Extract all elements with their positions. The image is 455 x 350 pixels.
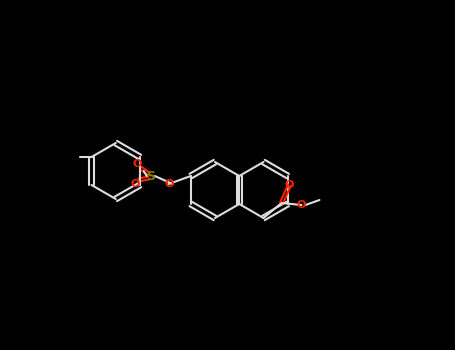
Text: O: O bbox=[297, 200, 306, 210]
Text: O: O bbox=[285, 180, 294, 190]
Text: O: O bbox=[130, 179, 139, 189]
Text: O: O bbox=[164, 179, 173, 189]
Text: S: S bbox=[146, 169, 155, 182]
Text: O: O bbox=[132, 159, 142, 169]
